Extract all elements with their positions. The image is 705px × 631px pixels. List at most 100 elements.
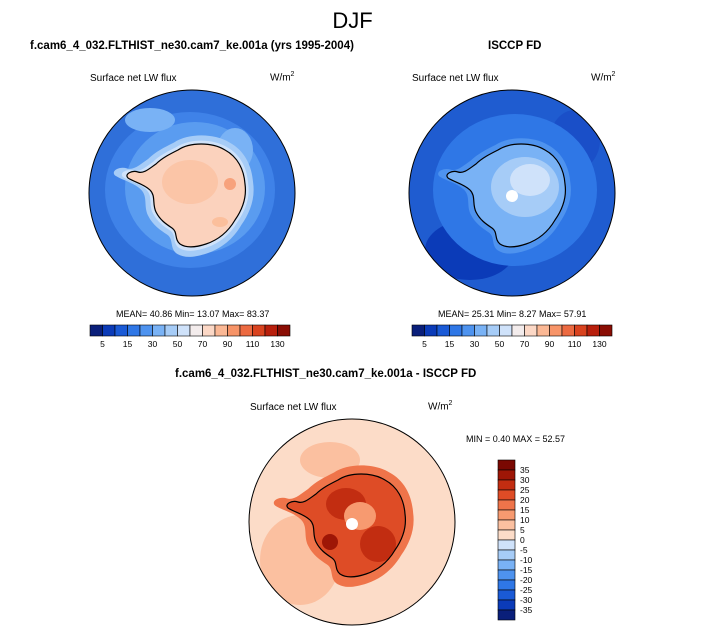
panel1-colorbar-tick-label: 50: [173, 339, 183, 349]
panel3-colorbar-tick-label: 20: [520, 495, 530, 505]
panel3-map: [249, 419, 455, 625]
panel3-colorbar-tick-label: 15: [520, 505, 530, 515]
panel1-colorbar-swatch: [102, 324, 116, 337]
panel2-colorbar-swatch: [461, 324, 475, 337]
panel2-colorbar-swatch: [474, 324, 488, 337]
panel2-colorbar-swatch: [586, 324, 600, 337]
panel3-colorbar-tick-label: -35: [520, 605, 533, 615]
panel2-colorbar-tick-label: 130: [592, 339, 606, 349]
panel2-colorbar-swatch: [561, 324, 575, 337]
panel1-colorbar-tick-label: 70: [198, 339, 208, 349]
panel3-colorbar-tick-label: -25: [520, 585, 533, 595]
panel2-colorbar-swatch: [411, 324, 425, 337]
panel2-colorbar-swatch: [524, 324, 538, 337]
panel2-colorbar-tick-label: 15: [445, 339, 455, 349]
panel1-colorbar-tick-label: 90: [223, 339, 233, 349]
panel1-colorbar-swatch: [164, 324, 178, 337]
panel2-colorbar: 5 15 30 50 70 90 110 130: [411, 324, 613, 349]
panel3-colorbar-tick-label: 5: [520, 525, 525, 535]
panel1-colorbar-swatch: [177, 324, 191, 337]
panel2-title: ISCCP FD: [488, 40, 542, 52]
panel2-colorbar-swatch: [486, 324, 500, 337]
panel3-colorbar-swatch: [497, 559, 516, 571]
panel3-colorbar-swatch: [497, 539, 516, 551]
panel3-colorbar-swatch: [497, 479, 516, 491]
panel2-colorbar-swatch: [449, 324, 463, 337]
panel3-colorbar-tick-label: 10: [520, 515, 530, 525]
panel3-map-border: [248, 418, 456, 626]
panel1-colorbar-swatch: [139, 324, 153, 337]
panel3-colorbar-swatch: [497, 549, 516, 561]
panel1-colorbar-swatch: [189, 324, 203, 337]
panel2-colorbar-tick-label: 70: [520, 339, 530, 349]
panel3-colorbar-tick-label: -10: [520, 555, 533, 565]
panel1-colorbar-swatch: [227, 324, 241, 337]
panel3-colorbar-swatch: [497, 589, 516, 601]
panel3-colorbar-tick-label: -20: [520, 575, 533, 585]
panel1-colorbar-swatch: [114, 324, 128, 337]
panel3-colorbar-swatch: [497, 459, 516, 471]
panel3-colorbar-tick-label: 0: [520, 535, 525, 545]
panel2-colorbar-swatch: [511, 324, 525, 337]
panel1-stats: MEAN= 40.86 Min= 13.07 Max= 83.37: [116, 309, 270, 319]
panel1-colorbar: 5 15 30 50 70 90 110 130: [89, 324, 291, 349]
panel3-colorbar-swatch: [497, 569, 516, 581]
panel3-colorbar-swatch: [497, 499, 516, 511]
panel2-colorbar-swatch: [574, 324, 588, 337]
panel2-map-border: [408, 89, 616, 297]
panel3-colorbar-swatch: [497, 469, 516, 481]
panel1-colorbar-swatch: [214, 324, 228, 337]
panel3-colorbar-swatch: [497, 509, 516, 521]
panel2-colorbar-swatch: [424, 324, 438, 337]
panel3-colorbar-tick-label: 30: [520, 475, 530, 485]
panel2-map: [409, 90, 615, 296]
panel3-colorbar-tick-label: -30: [520, 595, 533, 605]
panel1-units: W/m2: [270, 71, 295, 84]
panel1-colorbar-swatch: [152, 324, 166, 337]
panel2-colorbar-tick-label: 5: [422, 339, 427, 349]
panel3-variable: Surface net LW flux: [250, 402, 337, 413]
panel3-colorbar-swatch: [497, 529, 516, 541]
panel1-colorbar-tick-label: 110: [246, 339, 260, 349]
panel1-colorbar-tick-label: 130: [270, 339, 284, 349]
panel2-variable: Surface net LW flux: [412, 73, 499, 84]
panel1-colorbar-swatch: [264, 324, 278, 337]
panel1-colorbar-swatch: [277, 324, 291, 337]
page-title: DJF: [332, 8, 373, 33]
panel2-colorbar-swatch: [499, 324, 513, 337]
panel3-stats: MIN = 0.40 MAX = 52.57: [466, 434, 566, 444]
panel2-colorbar-swatch: [436, 324, 450, 337]
panel3-colorbar-swatch: [497, 609, 516, 621]
panel3-units: W/m2: [428, 400, 453, 413]
panel2-colorbar-tick-label: 50: [495, 339, 505, 349]
panel3-colorbar-tick-label: 35: [520, 465, 530, 475]
panel1-colorbar-swatch: [202, 324, 216, 337]
panel3-colorbar-tick-label: -15: [520, 565, 533, 575]
panel1-colorbar-swatch: [252, 324, 266, 337]
panel2-colorbar-tick-label: 110: [568, 339, 582, 349]
panel1-variable: Surface net LW flux: [90, 73, 177, 84]
panel2-units: W/m2: [591, 71, 616, 84]
panel3-colorbar-tick-label: -5: [520, 545, 528, 555]
panel1-colorbar-swatch: [89, 324, 103, 337]
panel3-colorbar-swatch: [497, 519, 516, 531]
panel2-colorbar-swatch: [599, 324, 613, 337]
panel3-colorbar-swatch: [497, 489, 516, 501]
panel1-colorbar-swatch: [239, 324, 253, 337]
panel2-colorbar-swatch: [536, 324, 550, 337]
panel1-colorbar-tick-label: 5: [100, 339, 105, 349]
panel2-colorbar-tick-label: 90: [545, 339, 555, 349]
panel3-colorbar-swatch: [497, 599, 516, 611]
panel1-title: f.cam6_4_032.FLTHIST_ne30.cam7_ke.001a (…: [30, 40, 354, 52]
panel2-colorbar-tick-label: 30: [470, 339, 480, 349]
panel1-colorbar-tick-label: 15: [123, 339, 133, 349]
panel3-title: f.cam6_4_032.FLTHIST_ne30.cam7_ke.001a -…: [175, 368, 477, 380]
panel3-colorbar-tick-label: 25: [520, 485, 530, 495]
panel1-colorbar-tick-label: 30: [148, 339, 158, 349]
panel2-colorbar-swatch: [549, 324, 563, 337]
panel3-colorbar-swatch: [497, 579, 516, 591]
panel2-stats: MEAN= 25.31 Min= 8.27 Max= 57.91: [438, 309, 587, 319]
panel1-colorbar-swatch: [127, 324, 141, 337]
